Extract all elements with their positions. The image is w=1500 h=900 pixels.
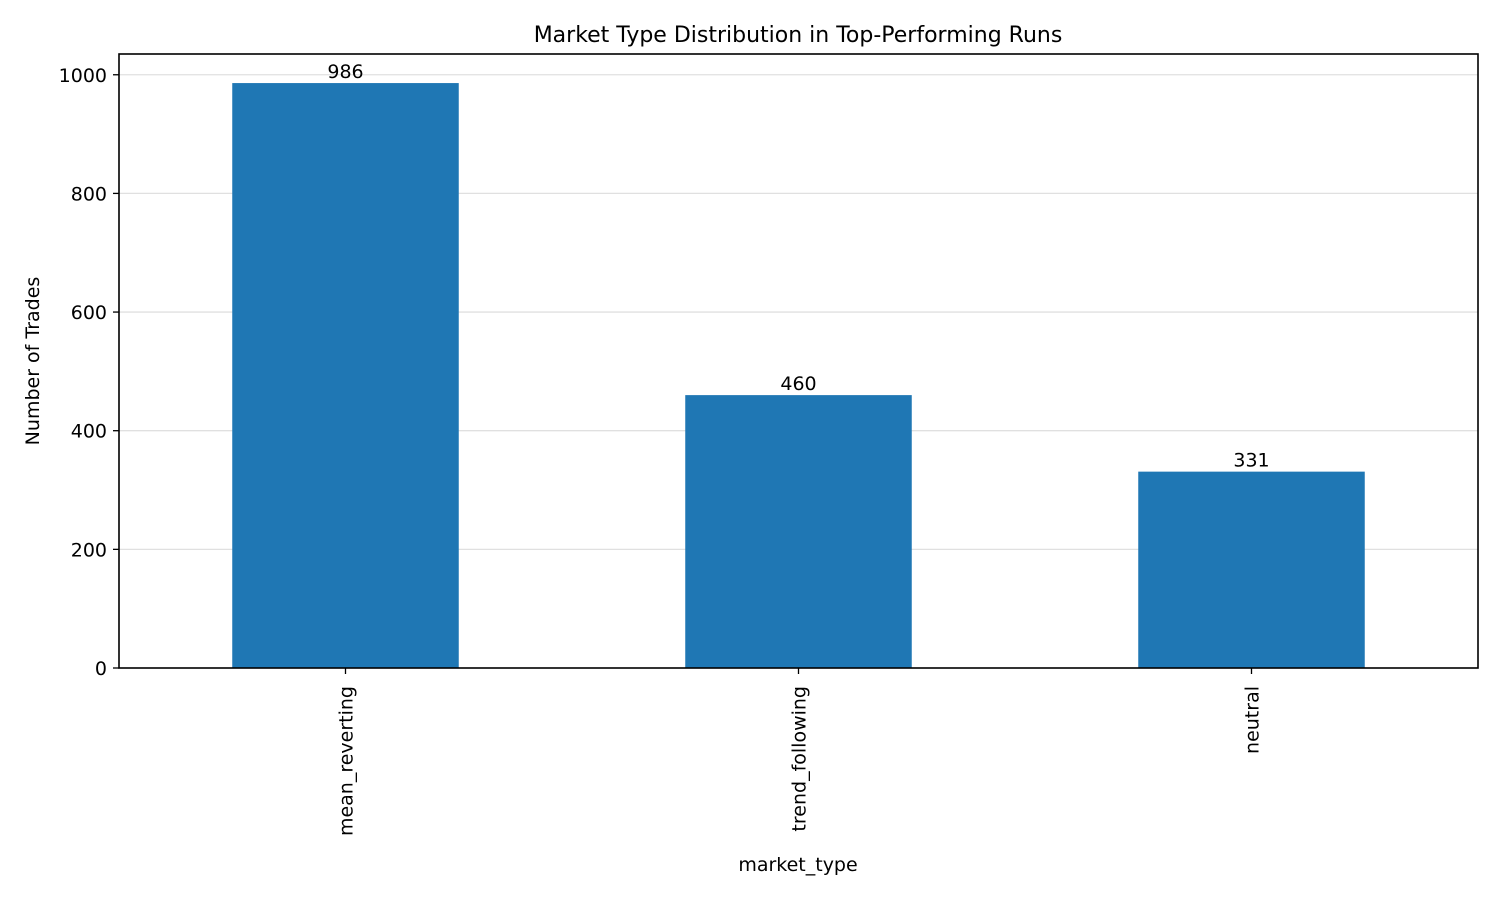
- bars: [232, 83, 1365, 668]
- data-label-neutral: 331: [1233, 450, 1269, 472]
- bar-mean_reverting: [232, 83, 459, 668]
- y-axis-ticks: 0 200 400 600 800 1000: [59, 65, 119, 680]
- x-axis-ticks: mean_reverting trend_following neutral: [336, 668, 1264, 836]
- y-tick-label: 200: [71, 539, 107, 561]
- x-axis-label: market_type: [738, 854, 857, 876]
- x-tick-label: neutral: [1242, 686, 1264, 754]
- bar-neutral: [1138, 471, 1365, 668]
- y-tick-label: 600: [71, 302, 107, 324]
- bar-trend_following: [685, 395, 912, 668]
- data-label-mean_reverting: 986: [327, 61, 363, 83]
- x-tick-label: trend_following: [789, 686, 811, 832]
- x-tick-label: mean_reverting: [336, 686, 358, 836]
- data-label-trend_following: 460: [780, 373, 816, 395]
- y-tick-label: 1000: [59, 65, 107, 87]
- y-axis-label: Number of Trades: [22, 277, 44, 446]
- y-tick-label: 800: [71, 183, 107, 205]
- chart-title: Market Type Distribution in Top-Performi…: [534, 23, 1063, 48]
- data-labels: 986 460 331: [327, 61, 1269, 472]
- y-tick-label: 400: [71, 421, 107, 443]
- y-tick-label: 0: [95, 658, 107, 680]
